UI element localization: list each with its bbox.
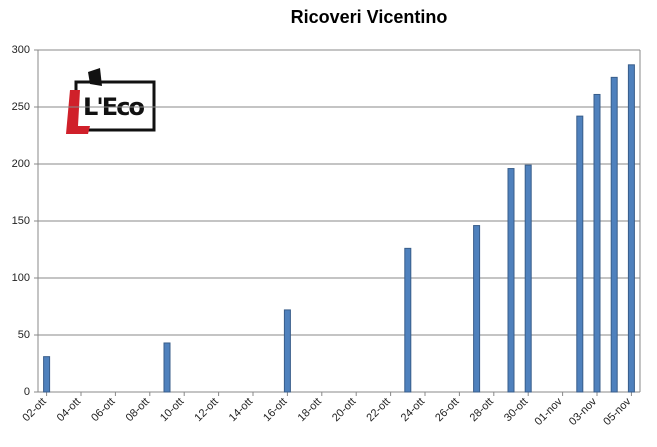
bar bbox=[576, 115, 584, 393]
y-tick-label: 50 bbox=[18, 329, 30, 341]
y-tick-label: 200 bbox=[12, 158, 30, 170]
logo: L'Eco bbox=[66, 68, 156, 134]
x-tick-label: 28-ott bbox=[468, 396, 496, 424]
bar bbox=[404, 247, 412, 393]
x-tick-label: 12-ott bbox=[192, 396, 220, 424]
y-tick-label: 100 bbox=[12, 272, 30, 284]
logo-megaphone bbox=[88, 68, 102, 86]
bar bbox=[43, 356, 51, 393]
x-tick-label: 18-ott bbox=[296, 396, 324, 424]
x-tick-label: 16-ott bbox=[261, 396, 289, 424]
bar bbox=[507, 168, 515, 393]
bar bbox=[163, 342, 171, 393]
x-tick-label: 20-ott bbox=[330, 396, 358, 424]
x-tick-label: 30-ott bbox=[502, 396, 530, 424]
x-tick-label: 05-nov bbox=[601, 395, 634, 428]
bar bbox=[593, 93, 601, 393]
x-tick-label: 22-ott bbox=[364, 396, 392, 424]
y-tick-label: 250 bbox=[12, 101, 30, 113]
x-tick-label: 04-ott bbox=[55, 396, 83, 424]
y-tick-label: 300 bbox=[12, 44, 30, 56]
x-tick-label: 14-ott bbox=[227, 396, 255, 424]
x-tick-label: 01-nov bbox=[533, 395, 566, 428]
bar bbox=[610, 76, 618, 393]
bar bbox=[524, 164, 532, 393]
logo-l bbox=[66, 90, 90, 134]
bar bbox=[283, 309, 291, 393]
bar bbox=[627, 64, 635, 393]
chart-title: Ricoveri Vicentino bbox=[291, 7, 448, 27]
x-tick-label: 08-ott bbox=[124, 396, 152, 424]
x-tick-label: 03-nov bbox=[567, 395, 600, 428]
y-tick-label: 150 bbox=[12, 215, 30, 227]
y-tick-label: 0 bbox=[24, 386, 30, 398]
x-tick-label: 10-ott bbox=[158, 396, 186, 424]
x-tick-label: 26-ott bbox=[433, 396, 461, 424]
x-tick-label: 24-ott bbox=[399, 396, 427, 424]
x-tick-label: 02-ott bbox=[20, 396, 48, 424]
x-tick-label: 06-ott bbox=[89, 396, 117, 424]
bar bbox=[473, 225, 481, 393]
